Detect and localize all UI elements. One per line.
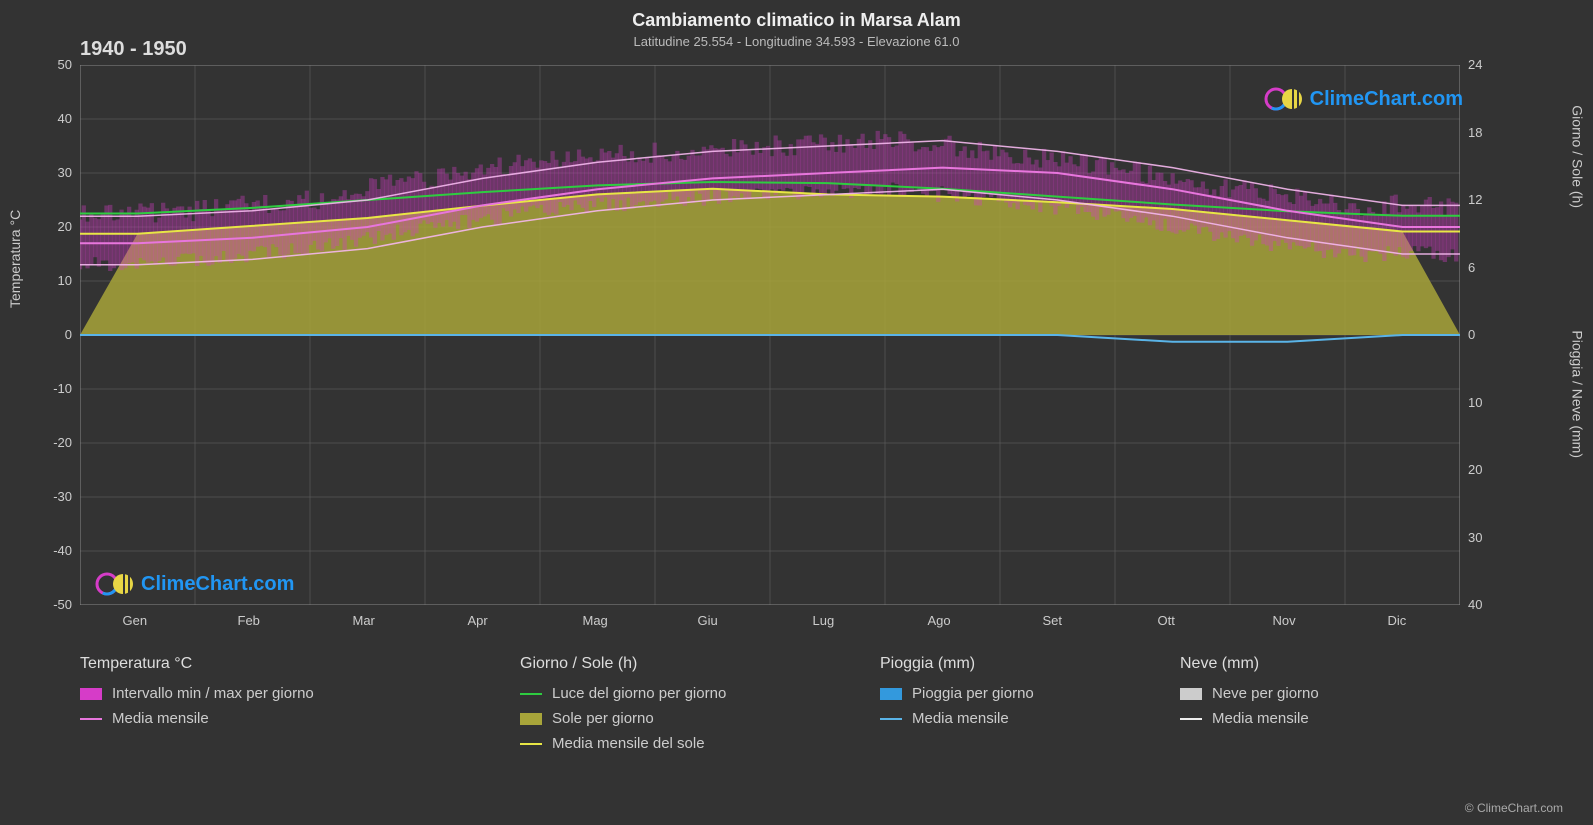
y-right-top-tick: 0 xyxy=(1468,327,1475,342)
legend-day-sun: Giorno / Sole (h) Luce del giorno per gio… xyxy=(520,655,726,760)
watermark-top-right: ClimeChart.com xyxy=(1264,85,1463,113)
chart-plot-area xyxy=(80,65,1460,605)
watermark-bottom-left: ClimeChart.com xyxy=(95,570,294,598)
copyright-text: © ClimeChart.com xyxy=(1465,801,1563,815)
y-axis-right-bottom-label: Pioggia / Neve (mm) xyxy=(1570,330,1586,458)
x-month-tick: Mag xyxy=(583,613,608,628)
legend-item: Media mensile xyxy=(80,710,314,727)
y-axis-left-label: Temperatura °C xyxy=(7,210,23,308)
legend-line-icon xyxy=(80,718,102,720)
y-right-bottom-tick: 10 xyxy=(1468,395,1482,410)
watermark-text: ClimeChart.com xyxy=(1310,88,1463,111)
x-month-tick: Ago xyxy=(928,613,951,628)
legend-item: Media mensile del sole xyxy=(520,735,726,752)
legend-label: Pioggia per giorno xyxy=(912,685,1034,702)
legend-header: Pioggia (mm) xyxy=(880,655,1034,673)
legend-line-icon xyxy=(520,743,542,745)
y-right-bottom-tick: 30 xyxy=(1468,530,1482,545)
legend-snow: Neve (mm) Neve per giorno Media mensile xyxy=(1180,655,1319,735)
legend-item: Sole per giorno xyxy=(520,710,726,727)
y-left-tick: -10 xyxy=(32,381,72,396)
x-month-tick: Set xyxy=(1043,613,1063,628)
legend-swatch-icon xyxy=(880,688,902,700)
x-month-tick: Nov xyxy=(1273,613,1296,628)
y-axis-right-top-label: Giorno / Sole (h) xyxy=(1570,105,1586,208)
legend-line-icon xyxy=(520,693,542,695)
y-left-tick: 50 xyxy=(32,57,72,72)
legend-header: Giorno / Sole (h) xyxy=(520,655,726,673)
legend-label: Media mensile xyxy=(112,710,209,727)
y-left-tick: -30 xyxy=(32,489,72,504)
x-month-tick: Gen xyxy=(123,613,148,628)
climechart-logo-icon xyxy=(95,570,135,598)
legend-line-icon xyxy=(880,718,902,720)
legend-label: Media mensile xyxy=(1212,710,1309,727)
legend-header: Temperatura °C xyxy=(80,655,314,673)
x-month-tick: Ott xyxy=(1158,613,1175,628)
chart-subtitle: Latitudine 25.554 - Longitudine 34.593 -… xyxy=(0,34,1593,49)
legend-label: Media mensile xyxy=(912,710,1009,727)
climechart-logo-icon xyxy=(1264,85,1304,113)
x-month-tick: Giu xyxy=(698,613,718,628)
legend-item: Pioggia per giorno xyxy=(880,685,1034,702)
y-left-tick: 40 xyxy=(32,111,72,126)
y-left-tick: -40 xyxy=(32,543,72,558)
y-right-top-tick: 12 xyxy=(1468,192,1482,207)
year-range-label: 1940 - 1950 xyxy=(80,38,187,61)
watermark-text: ClimeChart.com xyxy=(141,573,294,596)
y-left-tick: 0 xyxy=(32,327,72,342)
y-left-tick: 30 xyxy=(32,165,72,180)
legend-swatch-icon xyxy=(520,713,542,725)
legend-swatch-icon xyxy=(80,688,102,700)
y-right-bottom-tick: 20 xyxy=(1468,462,1482,477)
x-month-tick: Dic xyxy=(1388,613,1407,628)
y-right-top-tick: 18 xyxy=(1468,125,1482,140)
legend-label: Intervallo min / max per giorno xyxy=(112,685,314,702)
legend-item: Neve per giorno xyxy=(1180,685,1319,702)
legend-label: Sole per giorno xyxy=(552,710,654,727)
chart-svg xyxy=(80,65,1460,605)
legend-temperature: Temperatura °C Intervallo min / max per g… xyxy=(80,655,314,735)
legend-swatch-icon xyxy=(1180,688,1202,700)
legend-item: Luce del giorno per giorno xyxy=(520,685,726,702)
legend-rain: Pioggia (mm) Pioggia per giorno Media mens… xyxy=(880,655,1034,735)
x-month-tick: Lug xyxy=(813,613,835,628)
legend-label: Neve per giorno xyxy=(1212,685,1319,702)
y-left-tick: 10 xyxy=(32,273,72,288)
legend-line-icon xyxy=(1180,718,1202,720)
y-left-tick: -50 xyxy=(32,597,72,612)
legend-item: Intervallo min / max per giorno xyxy=(80,685,314,702)
y-left-tick: 20 xyxy=(32,219,72,234)
legend-header: Neve (mm) xyxy=(1180,655,1319,673)
y-right-bottom-tick: 40 xyxy=(1468,597,1482,612)
y-right-top-tick: 6 xyxy=(1468,260,1475,275)
chart-title: Cambiamento climatico in Marsa Alam xyxy=(0,10,1593,31)
legend-label: Luce del giorno per giorno xyxy=(552,685,726,702)
y-right-top-tick: 24 xyxy=(1468,57,1482,72)
legend-label: Media mensile del sole xyxy=(552,735,705,752)
x-month-tick: Feb xyxy=(238,613,260,628)
legend-item: Media mensile xyxy=(880,710,1034,727)
x-month-tick: Mar xyxy=(353,613,375,628)
legend-item: Media mensile xyxy=(1180,710,1319,727)
x-month-tick: Apr xyxy=(468,613,488,628)
y-left-tick: -20 xyxy=(32,435,72,450)
